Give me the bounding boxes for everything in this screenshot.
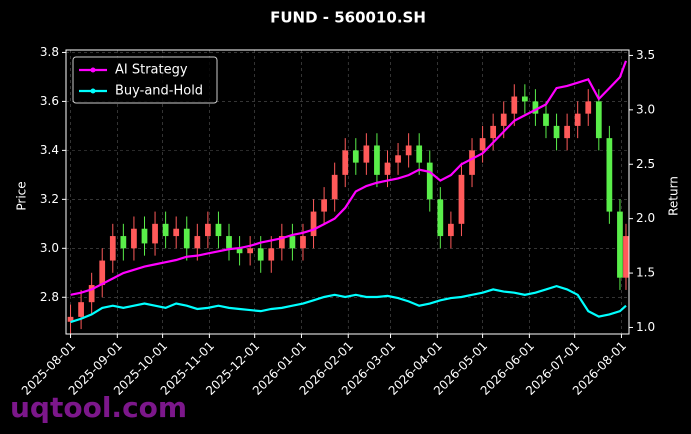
candle-body bbox=[479, 138, 486, 151]
candle-body bbox=[363, 145, 370, 163]
y2-tick-label: 2.0 bbox=[636, 211, 655, 225]
legend-label: AI Strategy bbox=[115, 63, 188, 78]
candle-body bbox=[99, 260, 106, 286]
candle-body bbox=[278, 236, 285, 249]
candle-body bbox=[426, 162, 433, 200]
candle-body bbox=[416, 145, 423, 163]
y-axis-label: Price bbox=[15, 181, 29, 210]
candle-body bbox=[574, 113, 581, 126]
y-tick-label: 3.6 bbox=[40, 94, 59, 108]
candle-body bbox=[205, 223, 211, 237]
candle-body bbox=[405, 145, 412, 156]
candle-body bbox=[183, 228, 190, 249]
candle-body bbox=[532, 101, 539, 114]
candle-body bbox=[268, 248, 275, 261]
y-tick-label: 3.2 bbox=[40, 192, 59, 206]
candle-body bbox=[448, 223, 454, 237]
plot-frame bbox=[65, 49, 630, 335]
candle-body bbox=[500, 113, 507, 126]
legend-label: Buy-and-Hold bbox=[115, 84, 203, 99]
candle-body bbox=[310, 211, 317, 237]
candle-body bbox=[173, 228, 180, 237]
candle-body bbox=[469, 150, 475, 175]
candle-body bbox=[88, 285, 95, 303]
legend-marker bbox=[90, 67, 96, 73]
candle-body bbox=[215, 223, 222, 237]
candle-body bbox=[623, 236, 629, 278]
y-tick-label: 3.0 bbox=[40, 241, 59, 255]
y2-tick-label: 3.0 bbox=[636, 102, 655, 116]
candle-body bbox=[131, 228, 137, 249]
y2-tick-label: 1.0 bbox=[636, 320, 655, 334]
candle-body bbox=[78, 302, 84, 317]
candle-body bbox=[595, 101, 602, 139]
candle-body bbox=[247, 248, 254, 254]
candle-body bbox=[321, 199, 327, 212]
candle-body bbox=[374, 145, 380, 175]
candle-body bbox=[511, 96, 518, 114]
candle-body bbox=[300, 236, 306, 249]
candle-body bbox=[521, 96, 528, 102]
y2-axis-label: Return bbox=[667, 176, 681, 216]
candle-body bbox=[152, 223, 158, 244]
y2-tick-label: 2.5 bbox=[636, 157, 655, 171]
candle-body bbox=[67, 316, 74, 322]
candle-body bbox=[120, 236, 127, 249]
candle-body bbox=[352, 150, 359, 163]
candle-body bbox=[331, 174, 338, 200]
candle-body bbox=[490, 125, 497, 139]
legend-box bbox=[72, 56, 218, 104]
candle-body bbox=[384, 162, 391, 175]
candle-body bbox=[162, 223, 169, 237]
y-tick-label: 3.4 bbox=[40, 143, 59, 157]
candle-body bbox=[543, 113, 549, 126]
legend-marker bbox=[90, 88, 96, 94]
watermark: uqtool.com bbox=[10, 391, 187, 424]
candle-body bbox=[437, 199, 444, 237]
y2-tick-label: 1.5 bbox=[636, 266, 655, 280]
candle-body bbox=[395, 155, 401, 163]
candle-body bbox=[194, 236, 201, 249]
candle-body bbox=[553, 125, 560, 139]
candle-body bbox=[236, 248, 243, 254]
return-line bbox=[70, 284, 627, 324]
candle-body bbox=[458, 174, 465, 224]
candle-body bbox=[289, 236, 296, 249]
candle-body bbox=[257, 248, 264, 261]
candle-body bbox=[141, 228, 148, 244]
candle-body bbox=[109, 236, 116, 261]
return-line bbox=[70, 60, 628, 296]
chart-title: FUND - 560010.SH bbox=[270, 9, 426, 27]
y2-tick-label: 3.5 bbox=[636, 48, 655, 62]
y-tick-label: 2.8 bbox=[40, 290, 59, 304]
candle-body bbox=[585, 101, 592, 114]
candle-body bbox=[226, 236, 232, 249]
candle-body bbox=[606, 138, 613, 212]
candle-body bbox=[617, 211, 623, 278]
candle-body bbox=[564, 125, 570, 139]
candle-body bbox=[342, 150, 349, 175]
y-tick-label: 3.8 bbox=[40, 45, 59, 59]
